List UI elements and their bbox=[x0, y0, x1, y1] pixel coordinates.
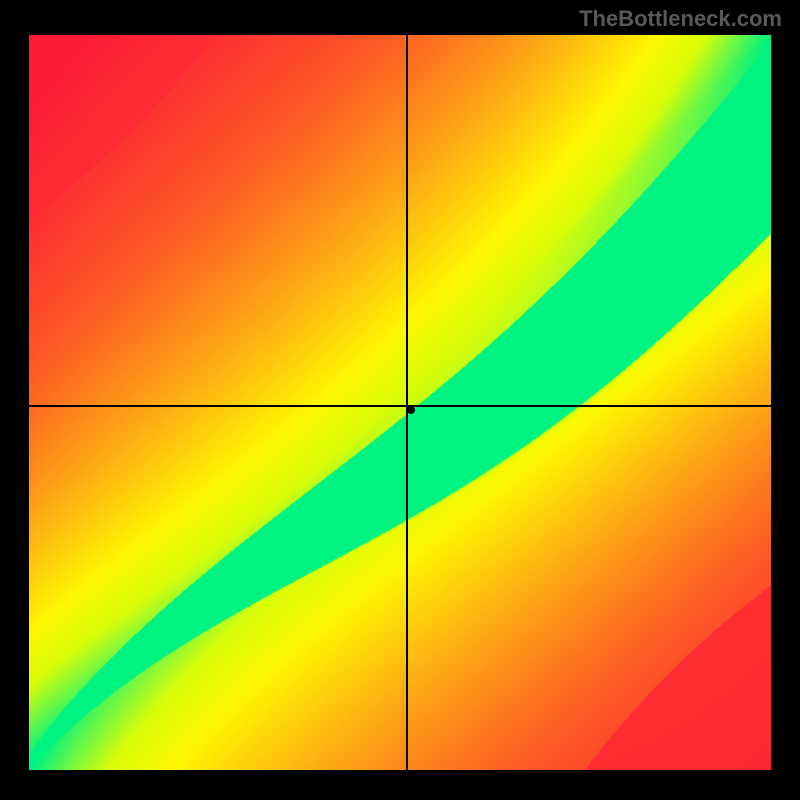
heatmap-canvas bbox=[29, 35, 771, 770]
chart-container: TheBottleneck.com bbox=[0, 0, 800, 800]
crosshair-horizontal bbox=[29, 405, 771, 407]
watermark-text: TheBottleneck.com bbox=[579, 6, 782, 32]
crosshair-vertical bbox=[406, 35, 408, 770]
marker-dot bbox=[407, 406, 415, 414]
heatmap-plot-area bbox=[29, 35, 771, 770]
